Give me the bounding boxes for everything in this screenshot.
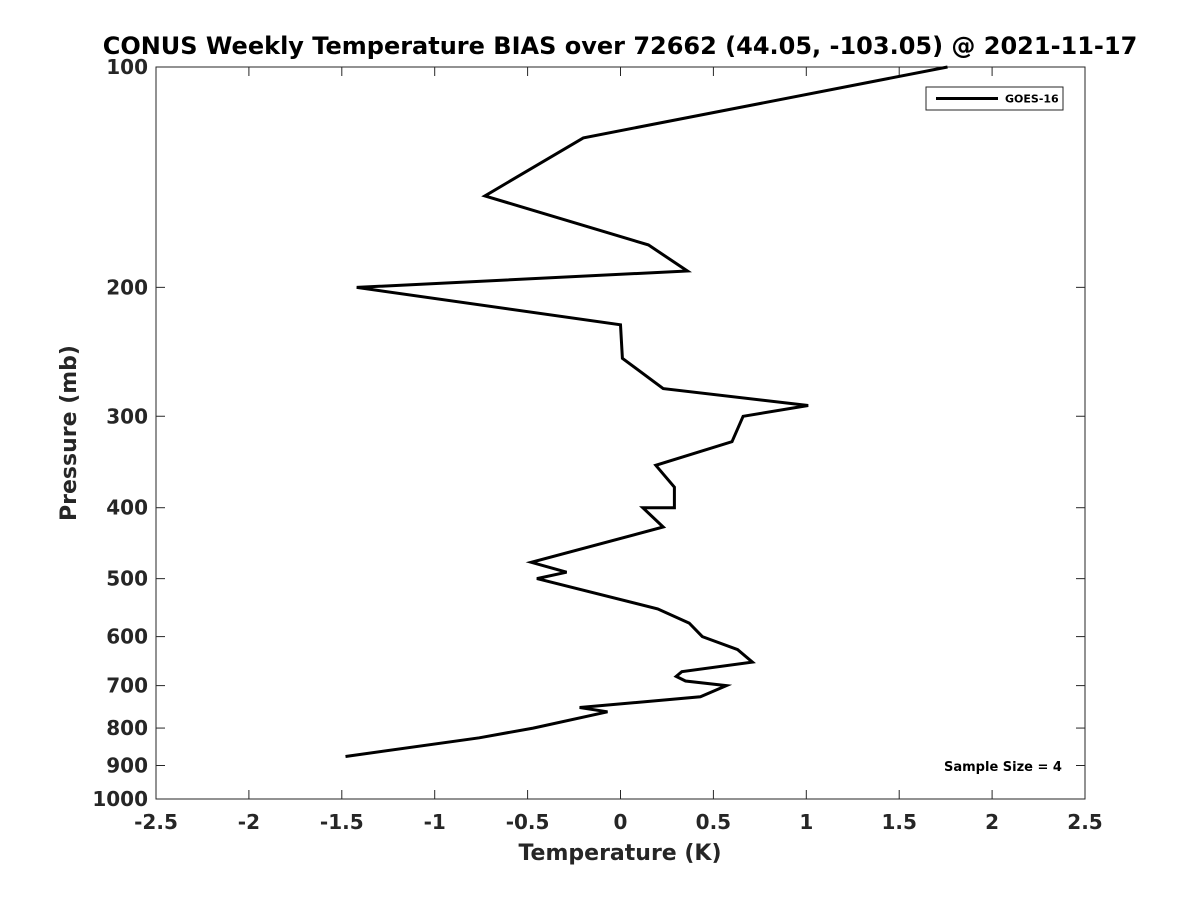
x-tick-label: -2.5 — [134, 810, 178, 834]
y-tick-label: 200 — [106, 275, 148, 299]
x-axis-ticks: -2.5 -2 -1.5 -1 -0.5 0 0.5 1 1.5 2 2.5 — [134, 67, 1103, 834]
legend: GOES-16 — [925, 86, 1064, 111]
y-tick-label: 300 — [106, 404, 148, 428]
x-tick-label: 0.5 — [696, 810, 731, 834]
x-tick-label: -1.5 — [320, 810, 364, 834]
x-tick-label: -1 — [424, 810, 446, 834]
x-tick-label: -0.5 — [506, 810, 550, 834]
x-tick-label: 0 — [614, 810, 628, 834]
series-line-goes-16 — [345, 65, 948, 758]
x-tick-label: 2.5 — [1067, 810, 1102, 834]
y-tick-label: 900 — [106, 754, 148, 778]
x-tick-label: -2 — [238, 810, 260, 834]
x-tick-label: 1.5 — [881, 810, 916, 834]
y-axis-label: Pressure (mb) — [57, 345, 82, 521]
y-tick-label: 700 — [106, 674, 148, 698]
series-layer — [345, 65, 948, 758]
chart-title: CONUS Weekly Temperature BIAS over 72662… — [103, 32, 1138, 60]
plot-frame — [155, 66, 1086, 800]
y-tick-label: 100 — [106, 55, 148, 79]
y-tick-label: 400 — [106, 496, 148, 520]
y-axis-ticks: 100 200 300 400 500 600 700 800 900 1000 — [92, 55, 1085, 811]
x-tick-label: 2 — [985, 810, 999, 834]
y-tick-label: 800 — [106, 716, 148, 740]
legend-label-goes-16: GOES-16 — [1005, 93, 1059, 106]
y-tick-label: 1000 — [92, 787, 148, 811]
y-tick-label: 600 — [106, 625, 148, 649]
y-tick-label: 500 — [106, 567, 148, 591]
x-tick-label: 1 — [799, 810, 813, 834]
sample-size-annotation: Sample Size = 4 — [944, 760, 1062, 775]
x-axis-label: Temperature (K) — [518, 841, 721, 866]
